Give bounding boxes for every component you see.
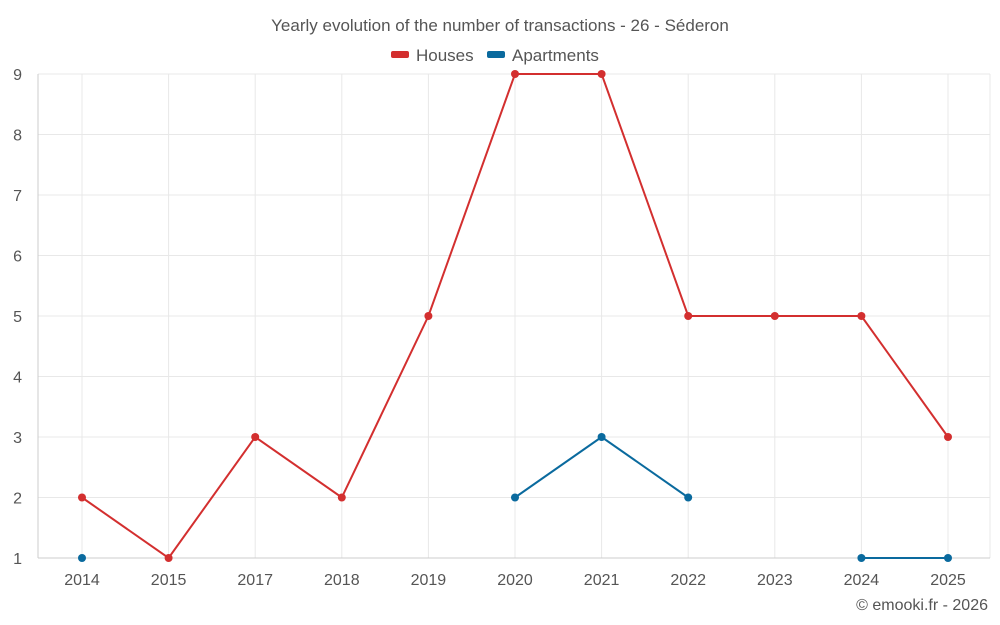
x-axis: 2014 2015 2017 2018 2019 2020 2021 2022 2023 2024… bbox=[64, 572, 966, 589]
data-point-houses[interactable] bbox=[770, 312, 779, 320]
data-point-houses[interactable] bbox=[944, 433, 952, 441]
data-point-houses[interactable] bbox=[511, 70, 519, 78]
series-group bbox=[78, 70, 952, 562]
chart-title: Yearly evolution of the number of transa… bbox=[271, 16, 729, 35]
x-tick-label: 2019 bbox=[411, 572, 447, 589]
data-point-apartments[interactable] bbox=[857, 554, 866, 562]
y-tick-label: 9 bbox=[13, 67, 22, 84]
y-tick-label: 3 bbox=[13, 430, 22, 447]
legend[interactable]: Houses Apartments bbox=[391, 46, 599, 65]
data-point-houses[interactable] bbox=[164, 554, 173, 562]
y-tick-label: 6 bbox=[13, 249, 22, 266]
legend-label: Apartments bbox=[512, 46, 599, 65]
data-point-apartments[interactable] bbox=[597, 433, 606, 441]
data-point-houses[interactable] bbox=[424, 312, 433, 320]
credit-text: © emooki.fr - 2026 bbox=[856, 597, 988, 614]
y-tick-label: 1 bbox=[13, 551, 22, 568]
y-tick-label: 2 bbox=[13, 491, 22, 508]
x-tick-label: 2014 bbox=[64, 572, 100, 589]
x-tick-label: 2022 bbox=[670, 572, 706, 589]
data-point-houses[interactable] bbox=[684, 312, 693, 320]
legend-swatch bbox=[487, 51, 505, 58]
x-tick-label: 2015 bbox=[151, 572, 187, 589]
legend-item-apartments[interactable]: Apartments bbox=[487, 46, 599, 65]
x-tick-label: 2021 bbox=[584, 572, 620, 589]
x-tick-label: 2018 bbox=[324, 572, 360, 589]
data-point-apartments[interactable] bbox=[684, 493, 693, 502]
legend-label: Houses bbox=[416, 46, 474, 65]
x-tick-label: 2017 bbox=[237, 572, 273, 589]
x-tick-label: 2024 bbox=[844, 572, 880, 589]
series-apartments bbox=[78, 433, 952, 562]
y-tick-label: 8 bbox=[13, 128, 22, 145]
y-tick-label: 7 bbox=[13, 188, 22, 205]
data-point-houses[interactable] bbox=[597, 70, 606, 78]
legend-swatch bbox=[391, 51, 409, 58]
x-tick-label: 2025 bbox=[930, 572, 966, 589]
data-point-apartments[interactable] bbox=[511, 493, 519, 502]
x-tick-label: 2023 bbox=[757, 572, 793, 589]
data-point-houses[interactable] bbox=[78, 493, 86, 502]
data-point-apartments[interactable] bbox=[78, 554, 86, 562]
data-point-houses[interactable] bbox=[337, 493, 346, 502]
data-point-houses[interactable] bbox=[857, 312, 866, 320]
y-tick-label: 5 bbox=[13, 309, 22, 326]
y-tick-label: 4 bbox=[13, 370, 22, 387]
x-tick-label: 2020 bbox=[497, 572, 533, 589]
data-point-apartments[interactable] bbox=[944, 554, 952, 562]
data-point-houses[interactable] bbox=[251, 433, 260, 441]
legend-item-houses[interactable]: Houses bbox=[391, 46, 474, 65]
series-houses bbox=[78, 70, 952, 562]
y-axis: 1 2 3 4 5 6 7 8 9 bbox=[13, 67, 22, 568]
